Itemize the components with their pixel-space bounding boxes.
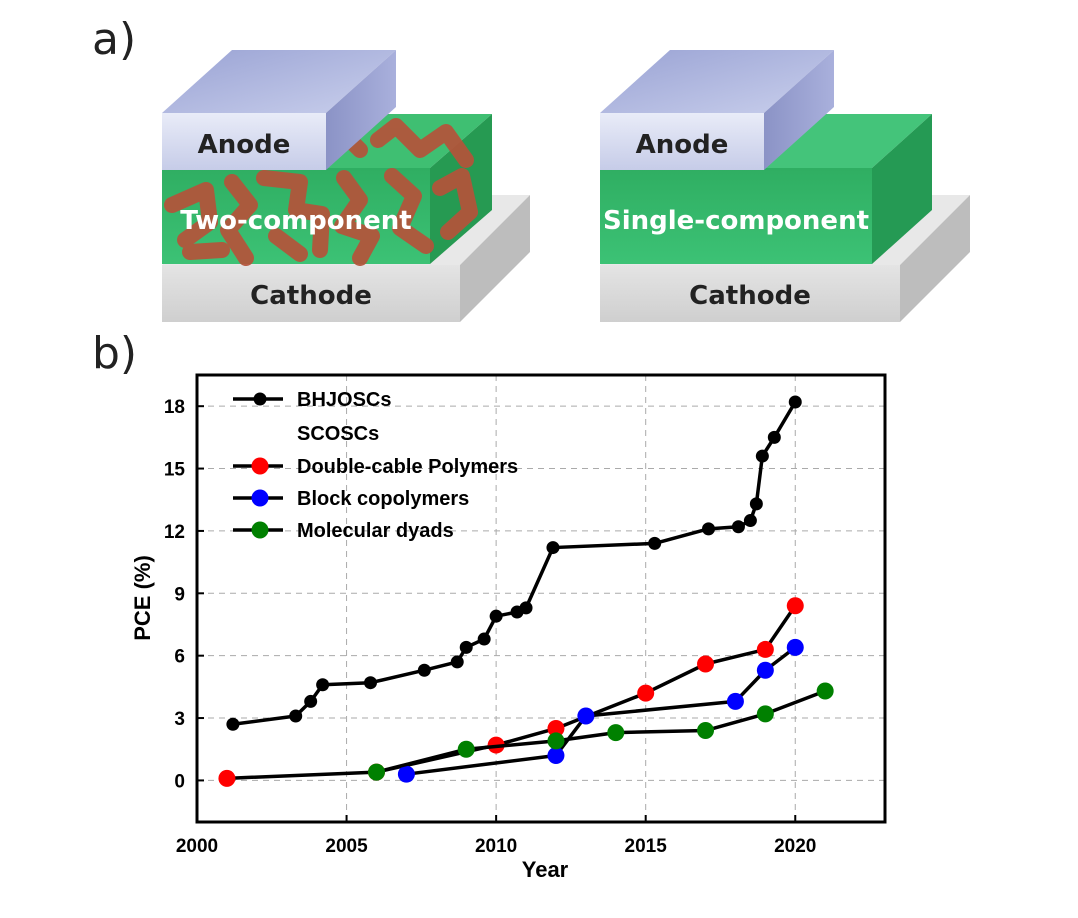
point-bhjoscs-8 <box>477 632 491 646</box>
legend: BHJOSCs SCOSCs Double-cable Polymers Block … <box>233 389 518 542</box>
point-molecular-dyads-6 <box>816 682 834 700</box>
point-block-copolymers-1 <box>547 746 565 764</box>
point-double-cable-polymers-6 <box>756 640 774 658</box>
series-line-double-cable-polymers <box>226 604 797 781</box>
point-block-copolymers-0 <box>397 765 415 783</box>
y-tick-label-15: 15 <box>164 460 186 481</box>
point-bhjoscs-3 <box>316 678 330 692</box>
legend-marker-block-copolymers <box>251 489 269 507</box>
point-block-copolymers-5 <box>786 638 804 656</box>
y-tick-label-9: 9 <box>174 584 185 605</box>
donor-phase-domains <box>164 118 478 266</box>
cathode-front-right <box>600 265 900 322</box>
axis-ticks: 2000 2005 2010 2015 2020 0 3 6 9 12 15 18 <box>164 397 817 857</box>
point-molecular-dyads-0 <box>367 763 385 781</box>
point-double-cable-polymers-0 <box>218 769 236 787</box>
point-bhjoscs-17 <box>749 497 763 511</box>
device-two-component: Anode Two-component Cathode <box>162 50 530 322</box>
panel-b-label: b) <box>92 328 138 379</box>
anode-label-right: Anode <box>636 130 729 160</box>
legend-subheading: SCOSCs <box>297 423 379 445</box>
point-block-copolymers-3 <box>726 692 744 710</box>
point-bhjoscs-13 <box>648 536 662 550</box>
legend-label-molecular-dyads: Molecular dyads <box>297 520 454 542</box>
series-line-bhjoscs <box>232 401 797 727</box>
anode-front-left <box>162 113 326 170</box>
cathode-label-left: Cathode <box>250 281 372 311</box>
point-block-copolymers-4 <box>756 661 774 679</box>
legend-marker-molecular-dyads <box>251 521 269 539</box>
anode-side-left <box>326 50 396 170</box>
point-molecular-dyads-1 <box>457 740 475 758</box>
anode-label-left: Anode <box>198 130 291 160</box>
y-tick-label-12: 12 <box>164 522 185 543</box>
series-line-molecular-dyads <box>376 689 826 774</box>
plot-frame <box>195 373 887 824</box>
cathode-label-right: Cathode <box>689 281 811 311</box>
point-bhjoscs-2 <box>304 694 318 708</box>
panel-a-label: a) <box>92 14 137 65</box>
y-tick-label-0: 0 <box>174 771 185 792</box>
point-bhjoscs-19 <box>767 430 781 444</box>
device-single-component: Anode Single-component Cathode <box>600 50 970 322</box>
anode-top-left <box>162 50 396 113</box>
cathode-side-right <box>900 195 970 322</box>
legend-label-bhjoscs: BHJOSCs <box>297 389 391 411</box>
point-bhjoscs-12 <box>546 541 560 555</box>
point-double-cable-polymers-3 <box>547 719 565 737</box>
y-tick-label-6: 6 <box>174 647 185 668</box>
x-tick-label-2015: 2015 <box>625 836 668 857</box>
point-double-cable-polymers-5 <box>697 655 715 673</box>
point-bhjoscs-15 <box>731 520 745 534</box>
legend-marker-double-cable-polymers <box>251 457 269 475</box>
x-tick-label-2000: 2000 <box>176 836 218 857</box>
point-bhjoscs-4 <box>363 676 377 690</box>
anode-front-right <box>600 113 764 170</box>
x-tick-label-2010: 2010 <box>475 836 517 857</box>
point-molecular-dyads-2 <box>547 732 565 750</box>
y-tick-label-18: 18 <box>164 397 185 418</box>
y-tick-label-3: 3 <box>174 709 185 730</box>
point-bhjoscs-5 <box>417 663 431 677</box>
point-molecular-dyads-3 <box>607 724 625 742</box>
cathode-side-left <box>460 195 530 322</box>
point-molecular-dyads-4 <box>697 722 715 740</box>
point-bhjoscs-1 <box>289 709 303 723</box>
anode-side-right <box>764 50 834 170</box>
series-double-cable-polymers <box>218 597 804 787</box>
legend-label-block-copolymers: Block copolymers <box>297 488 469 510</box>
point-bhjoscs-20 <box>788 395 802 409</box>
active-label-right: Single-component <box>603 206 869 236</box>
point-bhjoscs-18 <box>755 449 769 463</box>
point-molecular-dyads-5 <box>756 705 774 723</box>
cathode-front-left <box>162 265 460 322</box>
point-double-cable-polymers-4 <box>637 684 655 702</box>
series-bhjoscs <box>226 395 802 731</box>
point-bhjoscs-16 <box>743 514 757 528</box>
series-layer <box>218 395 834 787</box>
x-axis-label: Year <box>522 857 569 882</box>
point-block-copolymers-2 <box>577 707 595 725</box>
point-bhjoscs-14 <box>702 522 716 536</box>
y-axis-label: PCE (%) <box>130 555 155 641</box>
active-front-right <box>600 168 872 264</box>
anode-top-right <box>600 50 834 113</box>
x-tick-label-2005: 2005 <box>325 836 368 857</box>
point-bhjoscs-6 <box>450 655 464 669</box>
point-double-cable-polymers-7 <box>786 597 804 615</box>
series-block-copolymers <box>397 638 804 783</box>
active-label-left: Two-component <box>180 206 411 236</box>
point-bhjoscs-0 <box>226 717 240 731</box>
point-bhjoscs-11 <box>519 601 533 615</box>
series-molecular-dyads <box>367 682 834 781</box>
x-tick-label-2020: 2020 <box>774 836 816 857</box>
point-bhjoscs-9 <box>489 609 503 623</box>
pce-chart: 2000 2005 2010 2015 2020 0 3 6 9 12 15 18 BHJOSCs SC… <box>130 373 887 882</box>
legend-marker-bhjoscs <box>253 392 267 406</box>
legend-label-double-cable-polymers: Double-cable Polymers <box>297 456 518 478</box>
point-bhjoscs-7 <box>459 640 473 654</box>
active-side-right <box>872 114 932 264</box>
